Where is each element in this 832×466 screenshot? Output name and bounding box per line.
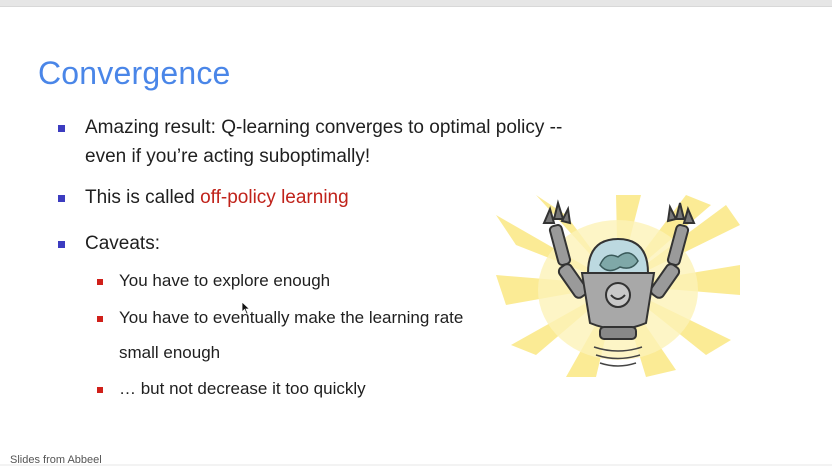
caveat-item: … but not decrease it too quickly	[119, 379, 366, 398]
robot-illustration	[496, 195, 740, 377]
bullet-text-line1: Amazing result: Q-learning converges to …	[85, 117, 563, 138]
caveat-item: You have to eventually make the learning…	[119, 308, 464, 327]
bullet-text-line2: even if you’re acting suboptimally!	[85, 146, 371, 167]
slide-canvas: Convergence Amazing result: Q-learning c…	[0, 7, 832, 464]
slide-title: Convergence	[38, 55, 231, 91]
bullet-marker	[58, 125, 65, 132]
caveat-item: You have to explore enough	[119, 271, 331, 290]
bullet-item-result: Amazing result: Q-learning converges to …	[85, 113, 562, 171]
bullet-marker	[58, 241, 65, 248]
bullet-text-prefix: This is called	[85, 187, 201, 208]
browser-top-bar	[0, 0, 832, 7]
bullet-item-off-policy: This is called off-policy learning	[85, 183, 349, 212]
highlight-term: off-policy learning	[200, 187, 349, 208]
mouse-cursor-icon	[241, 301, 251, 315]
sub-bullet-marker	[97, 316, 103, 322]
bullet-item-caveats: Caveats:	[85, 233, 160, 254]
slide-footer: Slides from Abbeel	[10, 454, 102, 466]
sub-bullet-marker	[97, 279, 103, 285]
caveat-item-continuation: small enough	[119, 343, 221, 362]
bullet-marker	[58, 195, 65, 202]
sub-bullet-marker	[97, 387, 103, 393]
